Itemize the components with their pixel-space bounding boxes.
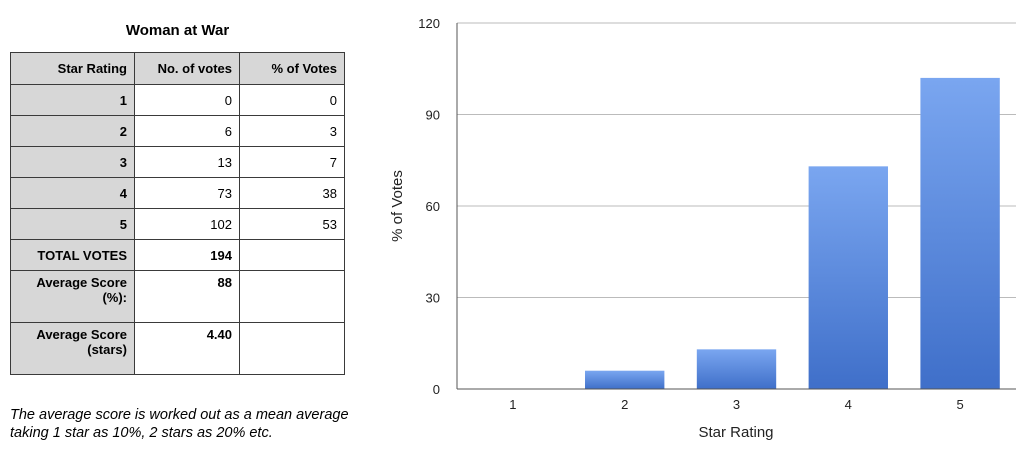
table-row: 4 73 38 [10, 177, 345, 209]
x-tick-label: 5 [956, 397, 963, 412]
table-row: 2 6 3 [10, 115, 345, 147]
bar-2 [585, 370, 665, 389]
table-row: 3 13 7 [10, 146, 345, 178]
footnote: The average score is worked out as a mea… [10, 407, 349, 441]
row-votes: 0 [134, 84, 240, 116]
header-no-of-votes: No. of votes [134, 52, 240, 85]
y-tick-label: 120 [418, 16, 440, 31]
y-axis-title: % of Votes [389, 170, 406, 242]
x-tick-label: 2 [621, 397, 628, 412]
table-row: 5 102 53 [10, 208, 345, 240]
total-votes-label: TOTAL VOTES [10, 239, 135, 271]
bars [585, 77, 1000, 390]
row-rating: 2 [10, 115, 135, 147]
average-stars-value: 4.40 [134, 322, 240, 375]
row-rating: 1 [10, 84, 135, 116]
row-votes: 73 [134, 177, 240, 209]
bar-4 [808, 166, 888, 389]
total-votes-empty [239, 239, 345, 271]
row-percent: 38 [239, 177, 345, 209]
row-votes: 102 [134, 208, 240, 240]
average-percent-row: Average Score (%): 88 [10, 270, 345, 323]
average-percent-empty [239, 270, 345, 323]
table-title: Woman at War [125, 22, 230, 39]
total-votes-row: TOTAL VOTES 194 [10, 239, 345, 271]
x-tick-label: 3 [733, 397, 740, 412]
x-axis-title: Star Rating [698, 424, 773, 441]
row-percent: 53 [239, 208, 345, 240]
y-tick-label: 0 [433, 382, 440, 397]
total-votes-value: 194 [134, 239, 240, 271]
x-tick-label: 1 [509, 397, 516, 412]
y-tick-label: 60 [426, 199, 440, 214]
bar-5 [920, 77, 1000, 390]
row-votes: 13 [134, 146, 240, 178]
row-rating: 4 [10, 177, 135, 209]
row-rating: 3 [10, 146, 135, 178]
table-header-row: Star Rating No. of votes % of Votes [10, 52, 345, 85]
row-votes: 6 [134, 115, 240, 147]
ratings-table: Star Rating No. of votes % of Votes 1 0 … [10, 52, 345, 375]
y-tick-label: 30 [426, 291, 440, 306]
header-star-rating: Star Rating [10, 52, 135, 85]
average-stars-row: Average Score (stars) 4.40 [10, 322, 345, 375]
bar-3 [696, 349, 777, 389]
header-percent-votes: % of Votes [239, 52, 345, 85]
row-percent: 3 [239, 115, 345, 147]
average-stars-empty [239, 322, 345, 375]
bar-chart: 0 30 60 90 120 1 2 3 4 5 Star Rating % of Votes [389, 16, 1016, 441]
x-tick-label: 4 [845, 397, 852, 412]
average-percent-value: 88 [134, 270, 240, 323]
table-row: 1 0 0 [10, 84, 345, 116]
average-percent-label: Average Score (%): [10, 270, 135, 323]
row-rating: 5 [10, 208, 135, 240]
average-stars-label: Average Score (stars) [10, 322, 135, 375]
axes: 0 30 60 90 120 1 2 3 4 5 [418, 16, 1016, 412]
y-tick-label: 90 [426, 108, 440, 123]
row-percent: 0 [239, 84, 345, 116]
row-percent: 7 [239, 146, 345, 178]
